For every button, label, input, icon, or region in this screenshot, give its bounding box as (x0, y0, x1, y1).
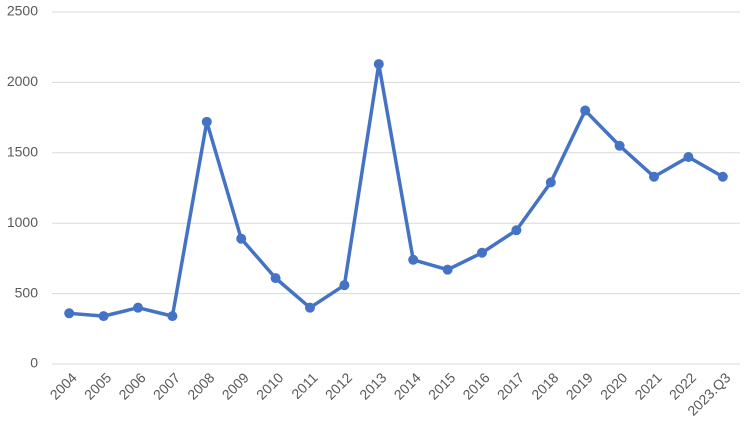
point (649, 171, 659, 182)
point (64, 308, 75, 319)
y-tick-label: 2000 (7, 73, 38, 89)
point (98, 311, 109, 322)
x-tick-label: 2011 (288, 369, 321, 402)
point (683, 152, 694, 163)
line (69, 62, 724, 318)
x-tick-label: 2021 (631, 369, 664, 402)
x-tick-label: 2006 (115, 369, 148, 402)
x-tick-label: 2009 (219, 369, 252, 402)
point (270, 273, 281, 284)
point (339, 280, 350, 291)
x-tick-label: 2010 (253, 369, 286, 402)
y-tick-label: 500 (15, 284, 39, 300)
point (545, 177, 556, 188)
point (305, 302, 315, 313)
x-tick-label: 2005 (81, 369, 114, 402)
point (201, 116, 212, 127)
x-tick-label: 2020 (597, 369, 630, 402)
x-tick-label: 2018 (528, 369, 561, 402)
point (442, 264, 453, 275)
y-tick-label: 0 (30, 355, 38, 371)
point (511, 225, 522, 236)
point (373, 59, 384, 70)
x-tick-label: 2004 (47, 369, 80, 402)
x-tick-label: 2008 (184, 369, 217, 402)
x-tick-label: 2013 (356, 369, 389, 402)
y-tick-label: 1500 (7, 144, 38, 160)
point (408, 254, 419, 265)
point (614, 140, 625, 151)
x-tick-label: 2016 (459, 369, 492, 402)
y-tick-label: 1000 (7, 214, 38, 230)
point (133, 302, 143, 313)
x-tick-label: 2007 (150, 369, 183, 402)
x-tick-label: 2015 (425, 369, 458, 402)
x-tick-label: 2014 (391, 369, 424, 402)
point (580, 105, 591, 116)
point (477, 247, 487, 258)
point (167, 311, 178, 322)
y-tick-label: 2500 (7, 3, 38, 19)
x-tick-label: 2017 (494, 369, 527, 402)
point (236, 233, 247, 244)
x-tick-label: 2019 (563, 369, 596, 402)
point (717, 171, 728, 182)
x-tick-label: 2012 (322, 369, 355, 402)
